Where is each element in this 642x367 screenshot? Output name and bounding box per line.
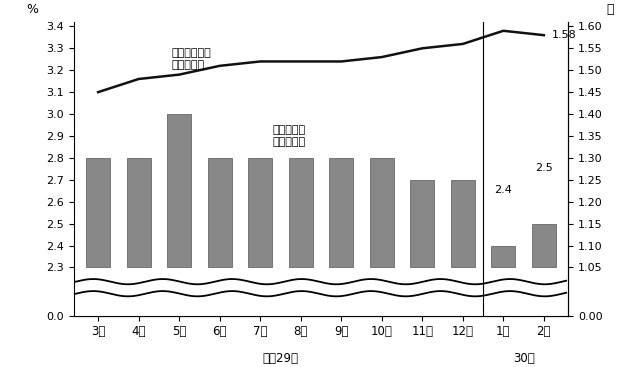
Text: 有効求人倍率
（右目盛）: 有効求人倍率 （右目盛） bbox=[171, 48, 211, 70]
Text: 1.58: 1.58 bbox=[552, 30, 577, 40]
Bar bbox=[207, 158, 232, 268]
Bar bbox=[126, 158, 151, 268]
Bar bbox=[289, 158, 313, 268]
Text: 2.4: 2.4 bbox=[494, 185, 512, 195]
Bar bbox=[248, 158, 272, 268]
Bar bbox=[370, 158, 394, 268]
Bar bbox=[451, 180, 475, 268]
Text: %: % bbox=[26, 3, 38, 16]
Bar bbox=[167, 114, 191, 268]
Bar bbox=[86, 158, 110, 268]
Text: 完全失業率
（左目盛）: 完全失業率 （左目盛） bbox=[272, 125, 306, 147]
Text: 平成29年: 平成29年 bbox=[263, 352, 299, 365]
Bar bbox=[329, 158, 353, 268]
Bar bbox=[491, 246, 516, 268]
Text: 2.5: 2.5 bbox=[535, 163, 553, 173]
Text: 30年: 30年 bbox=[513, 352, 535, 365]
Bar bbox=[532, 224, 556, 268]
Bar bbox=[410, 180, 435, 268]
Text: 倍: 倍 bbox=[607, 3, 614, 16]
